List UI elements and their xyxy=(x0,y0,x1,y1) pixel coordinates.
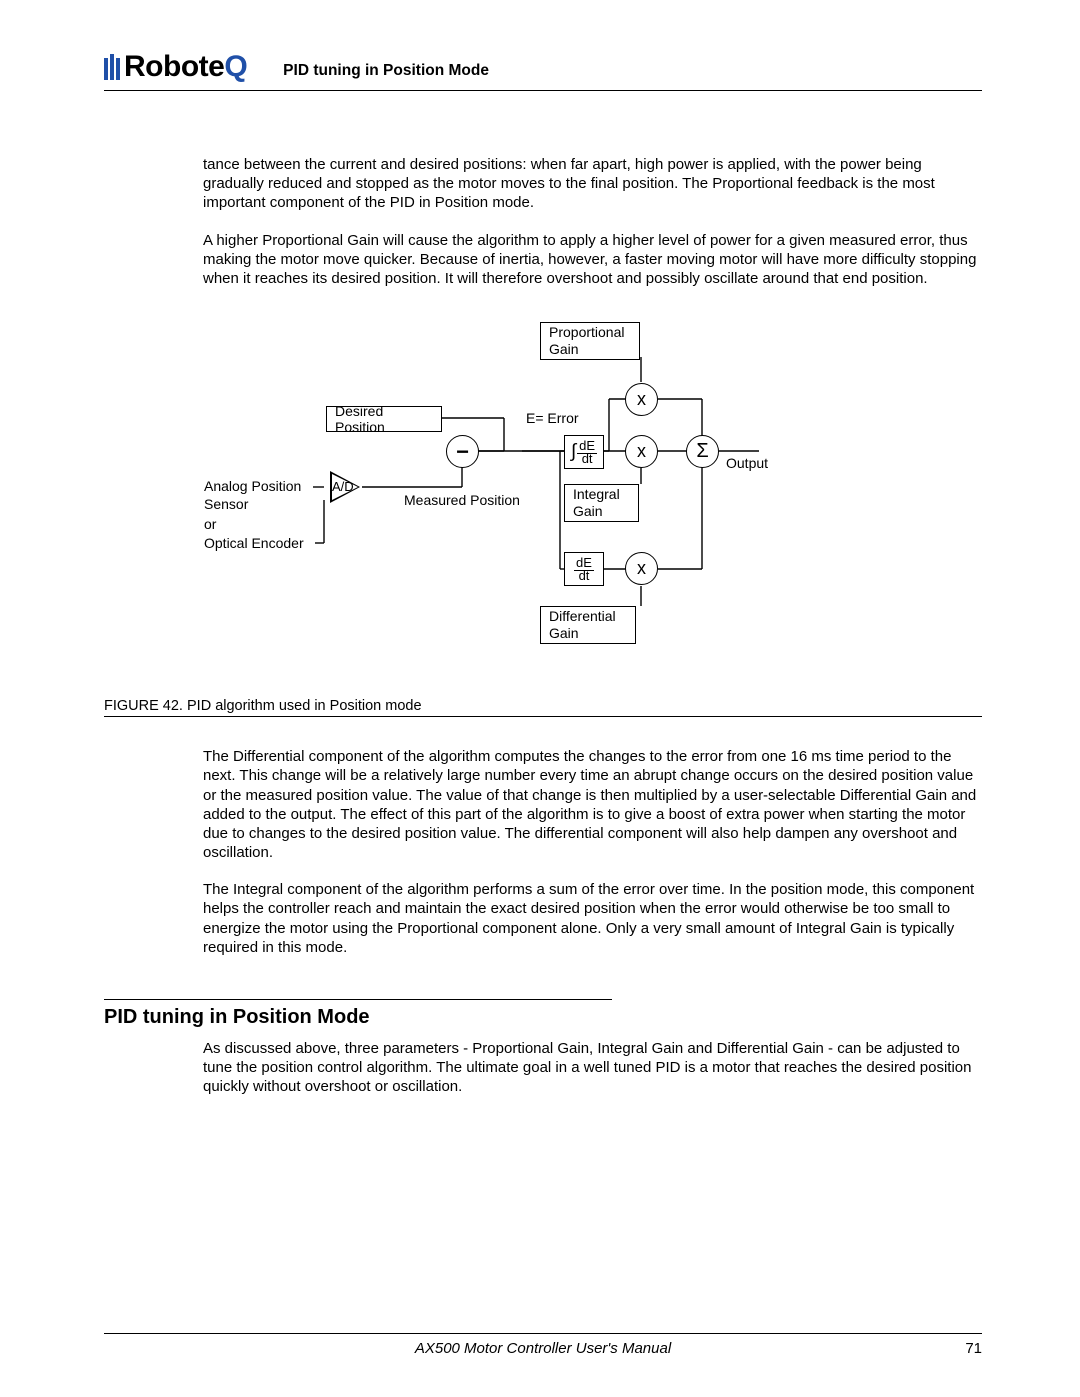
brand-logo: RoboteQ xyxy=(104,50,247,84)
label-ad: A/D xyxy=(332,479,354,495)
box-desired-position: Desired Position xyxy=(326,406,442,432)
label-measured: Measured Position xyxy=(404,492,520,510)
frac-de-dt-diff: dEdt xyxy=(574,556,594,582)
int-symbol-icon: ∫ xyxy=(571,441,576,463)
brand-name: RoboteQ xyxy=(124,50,247,84)
box-integrator: ∫ dEdt xyxy=(564,435,604,469)
frac-de-dt-int: dEdt xyxy=(577,439,597,465)
circle-times-diff: x xyxy=(625,552,658,585)
paragraph-2: A higher Proportional Gain will cause th… xyxy=(203,231,982,289)
circle-minus: − xyxy=(446,435,479,468)
page-header: RoboteQ PID tuning in Position Mode xyxy=(104,50,982,91)
paragraph-3: The Differential component of the algori… xyxy=(203,747,982,862)
header-section-title: PID tuning in Position Mode xyxy=(283,62,489,80)
label-e-error: E= Error xyxy=(526,410,579,428)
box-integral-gain: Integral Gain xyxy=(564,484,639,522)
page-footer: AX500 Motor Controller User's Manual 71 xyxy=(104,1333,982,1357)
paragraph-4: The Integral component of the algorithm … xyxy=(203,880,982,957)
box-diff-gain: Differential Gain xyxy=(540,606,636,644)
section-divider xyxy=(104,999,612,1000)
box-diff: dEdt xyxy=(564,552,604,586)
label-analog-sensor: Analog Position Sensor xyxy=(204,478,301,513)
paragraph-5: As discussed above, three parameters - P… xyxy=(203,1039,982,1097)
label-optical: Optical Encoder xyxy=(204,535,304,553)
section-heading: PID tuning in Position Mode xyxy=(104,1006,982,1029)
pid-diagram: Analog Position Sensor or Optical Encode… xyxy=(104,324,982,694)
paragraph-1: tance between the current and desired po… xyxy=(203,155,982,213)
label-or: or xyxy=(204,516,216,534)
box-prop-gain: Proportional Gain xyxy=(540,322,640,360)
page-number: 71 xyxy=(965,1340,982,1357)
figure-42: Analog Position Sensor or Optical Encode… xyxy=(104,324,982,717)
logo-bars-icon xyxy=(104,54,120,80)
label-output: Output xyxy=(726,455,768,473)
circle-sigma: Σ xyxy=(686,435,719,468)
circle-times-prop: x xyxy=(625,383,658,416)
figure-caption: FIGURE 42. PID algorithm used in Positio… xyxy=(104,698,982,714)
footer-manual-title: AX500 Motor Controller User's Manual xyxy=(415,1340,671,1357)
circle-times-int: x xyxy=(625,435,658,468)
